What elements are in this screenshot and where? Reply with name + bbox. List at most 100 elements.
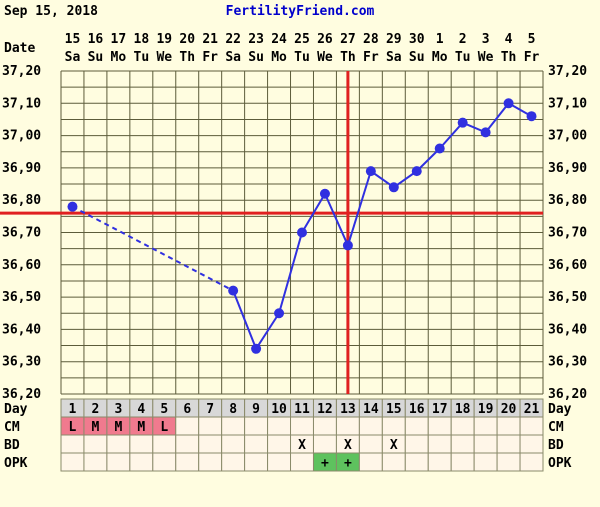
opk-cell: [152, 452, 177, 472]
day-cell-value: 8: [229, 402, 237, 417]
temperature-point: [434, 143, 445, 154]
y-tick-label-right: 36,50: [548, 290, 587, 305]
bd-cell: [175, 434, 200, 454]
date-label: 1: [436, 32, 444, 47]
temperature-point: [388, 182, 399, 193]
opk-cell: [404, 452, 429, 472]
temperature-line-segment: [301, 193, 326, 234]
date-label: 15: [65, 32, 81, 47]
day-cell-value: 19: [478, 402, 494, 417]
date-label: 29: [386, 32, 402, 47]
date-label: 2: [459, 32, 467, 47]
opk-row-label-right: OPK: [548, 456, 572, 471]
temperature-point: [480, 127, 491, 138]
date-label: 20: [179, 32, 195, 47]
bd-cell: [473, 434, 498, 454]
bd-cell-value: X: [298, 438, 306, 453]
opk-cell: [129, 452, 154, 472]
y-tick-label-left: 36,70: [2, 226, 41, 241]
weekday-label: Su: [248, 50, 264, 65]
y-tick-label-left: 37,10: [2, 96, 41, 111]
weekday-label: Fr: [363, 50, 379, 65]
day-row-label: Day: [4, 402, 28, 417]
cm-cell: [175, 416, 200, 436]
day-cell-value: 6: [183, 402, 191, 417]
y-tick-label-right: 36,40: [548, 322, 587, 337]
cm-cell: [244, 416, 269, 436]
cm-cell: [267, 416, 292, 436]
cm-row-label: CM: [4, 420, 20, 435]
weekday-label: Fr: [202, 50, 218, 65]
y-tick-label-left: 36,40: [2, 322, 41, 337]
weekday-label: We: [317, 50, 333, 65]
weekday-label: Tu: [134, 50, 150, 65]
bd-cell: [312, 434, 337, 454]
day-cell-value: 4: [137, 402, 145, 417]
bd-cell: [152, 434, 177, 454]
day-cell-value: 15: [386, 402, 402, 417]
cm-cell: [473, 416, 498, 436]
cm-cell-value: M: [114, 420, 122, 435]
opk-cell: [381, 452, 406, 472]
opk-cell: [290, 452, 314, 472]
date-label: 18: [134, 32, 150, 47]
weekday-label: Th: [501, 50, 517, 65]
date-label: 3: [482, 32, 490, 47]
bd-cell: [83, 434, 108, 454]
date-label: 25: [294, 32, 310, 47]
weekday-label: Th: [340, 50, 356, 65]
cm-cell: [427, 416, 452, 436]
date-label: 23: [248, 32, 264, 47]
y-tick-label-right: 37,00: [548, 129, 587, 144]
cm-cell: [221, 416, 246, 436]
site-name: FertilityFriend.com: [226, 4, 375, 19]
opk-cell: [106, 452, 131, 472]
date-label: 4: [505, 32, 513, 47]
weekday-label: Tu: [455, 50, 471, 65]
bd-cell: [496, 434, 521, 454]
y-tick-label-right: 37,20: [548, 64, 587, 79]
day-cell-value: 5: [160, 402, 168, 417]
day-cell-value: 20: [501, 402, 517, 417]
opk-cell: [496, 452, 521, 472]
cm-cell-value: M: [137, 420, 145, 435]
temperature-line-segment: [278, 232, 303, 314]
cm-cell-value: L: [69, 420, 77, 435]
day-cell-value: 18: [455, 402, 471, 417]
opk-cell: [244, 452, 269, 472]
cm-cell-value: L: [160, 420, 168, 435]
date-label: 16: [88, 32, 104, 47]
date-label: 30: [409, 32, 425, 47]
date-label: 22: [225, 32, 241, 47]
y-tick-label-left: 37,00: [2, 129, 41, 144]
cm-cell: [335, 416, 360, 436]
temperature-line-segment: [346, 170, 372, 246]
temperature-point: [526, 111, 537, 122]
weekday-label: Mo: [271, 50, 287, 65]
opk-cell-value: +: [344, 456, 352, 471]
bd-cell-value: X: [390, 438, 398, 453]
temperature-point: [319, 188, 330, 199]
cm-row-label-right: CM: [548, 420, 564, 435]
day-cell-value: 9: [252, 402, 260, 417]
weekday-label: Th: [179, 50, 195, 65]
bd-cell: [450, 434, 475, 454]
cm-cell: [496, 416, 521, 436]
cm-cell: [290, 416, 314, 436]
weekday-label: Sa: [386, 50, 402, 65]
weekday-label: Su: [409, 50, 425, 65]
day-cell-value: 13: [340, 402, 356, 417]
date-row-label: Date: [4, 41, 35, 56]
opk-cell: [450, 452, 475, 472]
day-cell-value: 17: [432, 402, 448, 417]
opk-cell: [358, 452, 383, 472]
opk-cell: [83, 452, 108, 472]
temperature-point: [342, 240, 353, 251]
weekday-label: Sa: [225, 50, 241, 65]
day-cell-value: 12: [317, 402, 333, 417]
cm-cell: [450, 416, 475, 436]
date-label: 21: [202, 32, 218, 47]
y-tick-label-right: 36,80: [548, 193, 587, 208]
y-tick-label-left: 36,80: [2, 193, 41, 208]
